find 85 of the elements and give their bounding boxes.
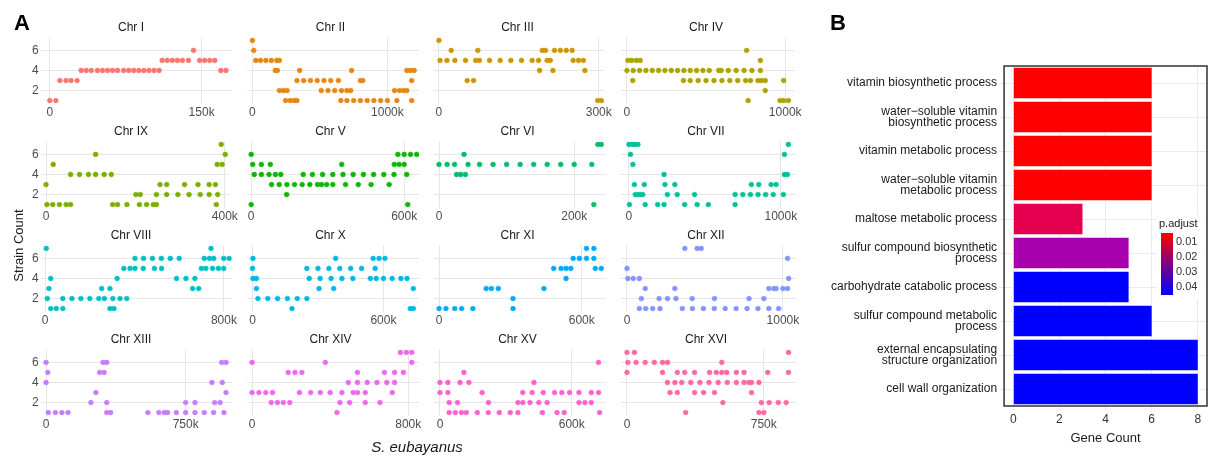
x-tick-label: 2 bbox=[1056, 411, 1064, 426]
y-tick-label: sulfur compound metabolic process bbox=[853, 307, 998, 334]
x-axis-title: Gene Count bbox=[1070, 429, 1141, 445]
chart-title: Chr IV bbox=[688, 19, 724, 34]
x-tick-label: 0 bbox=[436, 417, 444, 432]
x-tick-label: 1000k bbox=[764, 209, 799, 224]
x-tick-label: 0 bbox=[623, 417, 631, 432]
x-tick-label: 0 bbox=[46, 105, 54, 120]
x-tick-label: 0 bbox=[248, 417, 256, 432]
chart-title: Chr II bbox=[315, 19, 346, 34]
x-axis-title: S. eubayanus bbox=[370, 438, 464, 455]
y-tick-label: sulfur compound biosynthetic process bbox=[841, 239, 998, 266]
x-tick-label: 400k bbox=[211, 209, 239, 224]
annotation: 0.03 bbox=[1176, 264, 1198, 277]
chart-title: Chr IX bbox=[113, 123, 149, 138]
x-tick-label: 0 bbox=[435, 105, 443, 120]
chart-title: Chr XI bbox=[500, 227, 535, 242]
chart-title: Chr XIII bbox=[110, 331, 152, 346]
x-tick-label: 300k bbox=[585, 105, 613, 120]
chart-title: Chr VII bbox=[687, 123, 725, 138]
y-tick-label: vitamin metabolic process bbox=[859, 143, 998, 158]
x-tick-label: 0 bbox=[435, 209, 443, 224]
chart-title: Chr I bbox=[117, 19, 145, 34]
x-tick-label: 0 bbox=[435, 313, 443, 328]
chart-title: Chr XV bbox=[498, 331, 537, 346]
annotation: 0.02 bbox=[1176, 250, 1198, 263]
x-tick-label: 4 bbox=[1102, 411, 1110, 426]
y-tick-label: vitamin biosynthetic process bbox=[847, 75, 998, 90]
legend-title: p.adjust bbox=[1159, 217, 1198, 229]
y-tick-label: 4 bbox=[31, 374, 39, 389]
x-tick-label: 600k bbox=[370, 313, 398, 328]
y-tick-label: 6 bbox=[31, 42, 39, 57]
y-tick-label: water−soluble vitamin biosynthetic process bbox=[880, 103, 998, 130]
x-tick-label: 0 bbox=[249, 313, 257, 328]
x-tick-label: 0 bbox=[625, 209, 633, 224]
x-tick-label: 600k bbox=[391, 209, 419, 224]
chart-title: Chr XIV bbox=[309, 331, 352, 346]
y-tick-label: external encapsulating structure organization bbox=[877, 341, 998, 368]
annotation: 0.04 bbox=[1176, 279, 1198, 292]
x-tick-label: 150k bbox=[188, 105, 216, 120]
chart-title: Chr V bbox=[315, 123, 346, 138]
y-tick-label: 6 bbox=[31, 146, 39, 161]
y-tick-label: 4 bbox=[31, 62, 39, 77]
y-tick-label: carbohydrate catabolic process bbox=[831, 279, 998, 294]
x-tick-label: 200k bbox=[561, 209, 589, 224]
y-tick-label: 6 bbox=[31, 250, 39, 265]
chart-title: Chr XII bbox=[687, 227, 725, 242]
x-tick-label: 750k bbox=[172, 417, 200, 432]
y-tick-label: water−soluble vitamin metabolic process bbox=[880, 171, 998, 198]
y-tick-label: 2 bbox=[31, 394, 39, 409]
x-tick-label: 0 bbox=[41, 313, 49, 328]
x-tick-label: 6 bbox=[1148, 411, 1156, 426]
x-tick-label: 8 bbox=[1194, 411, 1202, 426]
x-tick-label: 800k bbox=[395, 417, 423, 432]
chart-title: Chr III bbox=[501, 19, 534, 34]
x-tick-label: 0 bbox=[1009, 411, 1017, 426]
chart-title: Chr X bbox=[315, 227, 346, 242]
y-tick-label: 2 bbox=[31, 82, 39, 97]
x-tick-label: 800k bbox=[210, 313, 238, 328]
text: A bbox=[14, 10, 30, 35]
y-axis-title: Strain Count bbox=[10, 208, 26, 284]
x-tick-label: 1000k bbox=[768, 105, 803, 120]
x-tick-label: 0 bbox=[42, 417, 50, 432]
x-tick-label: 0 bbox=[623, 313, 631, 328]
chart-title: Chr VIII bbox=[110, 227, 152, 242]
x-tick-label: 750k bbox=[750, 417, 778, 432]
x-tick-label: 0 bbox=[42, 209, 50, 224]
y-tick-label: cell wall organization bbox=[886, 381, 998, 396]
x-tick-label: 600k bbox=[568, 313, 596, 328]
x-tick-label: 0 bbox=[249, 105, 257, 120]
y-tick-label: maltose metabolic process bbox=[855, 211, 998, 226]
y-tick-label: 2 bbox=[31, 186, 39, 201]
x-tick-label: 0 bbox=[247, 209, 255, 224]
chart-title: Chr XVI bbox=[684, 331, 728, 346]
x-tick-label: 1000k bbox=[371, 105, 405, 120]
y-tick-label: 4 bbox=[31, 270, 39, 285]
x-tick-label: 0 bbox=[623, 105, 631, 120]
annotation: 0.01 bbox=[1176, 235, 1198, 248]
y-tick-label: 6 bbox=[31, 354, 39, 369]
chart-title: Chr VI bbox=[500, 123, 535, 138]
x-tick-label: 1000k bbox=[766, 313, 801, 328]
y-tick-label: 4 bbox=[31, 166, 39, 181]
y-tick-label: 2 bbox=[31, 290, 39, 305]
text: B bbox=[830, 10, 846, 35]
x-tick-label: 600k bbox=[558, 417, 586, 432]
